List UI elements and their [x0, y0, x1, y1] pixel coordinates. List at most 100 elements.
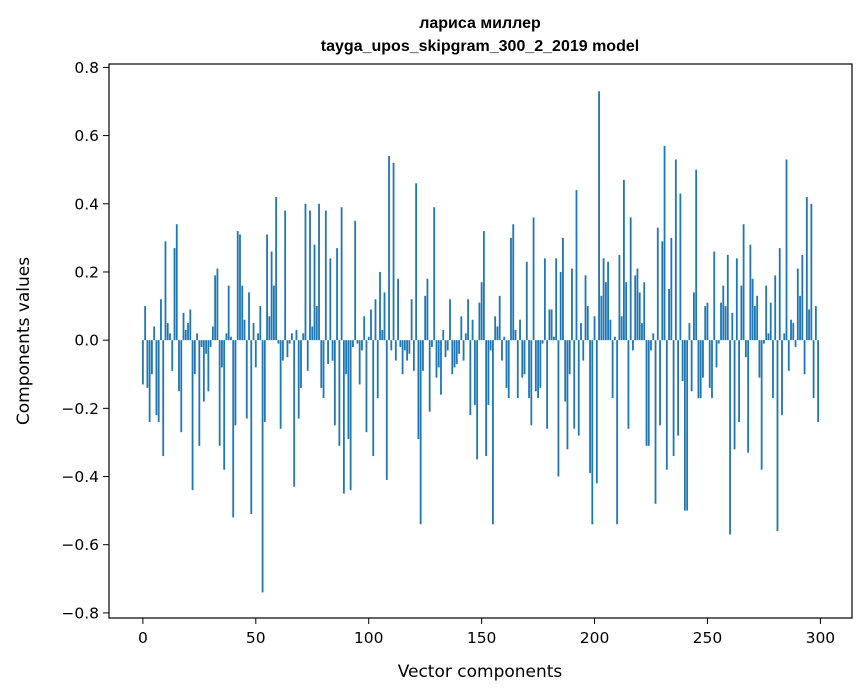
chart-subtitle: tayga_upos_skipgram_300_2_2019 model [321, 38, 639, 55]
bar-280 [774, 275, 777, 341]
bar-84 [331, 340, 334, 361]
bar-188 [566, 340, 569, 450]
bar-11 [166, 323, 169, 341]
x-tick-label: 100 [354, 629, 384, 647]
bar-69 [297, 340, 300, 419]
bar-201 [595, 340, 598, 484]
bar-74 [309, 210, 311, 341]
bar-38 [227, 285, 230, 341]
bar-236 [674, 159, 677, 341]
bar-76 [313, 244, 316, 341]
bar-162 [507, 340, 510, 399]
bar-281 [776, 340, 779, 532]
bar-227 [654, 340, 657, 504]
bar-259 [726, 254, 729, 341]
bar-62 [281, 340, 284, 361]
bar-68 [295, 329, 298, 341]
bar-137 [451, 340, 454, 375]
bar-87 [338, 340, 341, 446]
bar-296 [810, 203, 813, 341]
bar-163 [510, 237, 512, 341]
bar-218 [634, 275, 637, 341]
bar-134 [444, 340, 447, 358]
bar-79 [320, 340, 323, 388]
bar-250 [706, 302, 709, 341]
y-tick-label: −0.2 [61, 400, 99, 418]
bar-107 [383, 292, 386, 341]
bar-185 [559, 271, 562, 341]
bar-208 [611, 340, 614, 399]
bar-157 [496, 326, 499, 341]
bar-54 [263, 340, 266, 422]
bar-34 [218, 340, 221, 446]
bar-187 [564, 340, 567, 402]
bar-231 [663, 145, 666, 341]
bar-90 [345, 340, 348, 375]
bar-77 [315, 306, 318, 341]
plot-frame [108, 63, 853, 619]
bar-18 [182, 312, 185, 341]
bar-125 [424, 295, 427, 341]
bar-60 [277, 340, 280, 344]
bar-72 [304, 203, 307, 341]
bar-190 [571, 268, 573, 341]
x-axis-ticks: 0 50 100 150 200 250 300 [138, 618, 835, 647]
x-tick-label: 200 [580, 629, 610, 647]
bar-214 [625, 282, 628, 341]
bar-217 [632, 340, 634, 351]
bar-229 [659, 340, 661, 426]
bar-35 [221, 340, 223, 368]
y-tick-label: 0.2 [74, 263, 99, 281]
bar-232 [665, 340, 668, 470]
bar-82 [327, 340, 329, 365]
x-tick-label: 300 [806, 629, 836, 647]
bar-92 [349, 340, 352, 491]
bar-108 [385, 340, 388, 480]
bar-221 [641, 323, 643, 341]
bar-120 [412, 340, 415, 371]
bar-238 [679, 193, 682, 341]
bar-131 [437, 340, 440, 368]
bar-294 [805, 196, 808, 341]
bar-199 [591, 340, 594, 525]
bar-262 [733, 340, 736, 450]
bar-65 [288, 340, 291, 344]
bar-297 [812, 340, 815, 399]
bar-278 [769, 302, 772, 341]
bar-94 [354, 220, 357, 341]
bar-89 [342, 340, 345, 494]
bar-171 [528, 340, 530, 399]
bar-112 [394, 340, 397, 361]
bar-205 [604, 282, 607, 341]
x-tick-label: 0 [138, 629, 148, 647]
bar-12 [169, 333, 171, 341]
bar-209 [613, 336, 616, 341]
y-tick-label: −0.4 [61, 468, 99, 486]
bar-20 [187, 323, 189, 341]
y-tick-label: 0.6 [74, 127, 99, 145]
bar-26 [200, 340, 203, 347]
bar-223 [645, 340, 648, 446]
bar-142 [462, 340, 465, 361]
bar-287 [790, 319, 792, 341]
bar-166 [516, 340, 519, 399]
bar-37 [225, 333, 228, 341]
bar-169 [523, 340, 526, 375]
bar-174 [534, 340, 537, 392]
bar-204 [602, 258, 605, 341]
bar-43 [239, 234, 241, 341]
bar-213 [623, 179, 625, 341]
bar-253 [713, 251, 716, 341]
bar-258 [724, 306, 727, 341]
bar-22 [191, 340, 194, 491]
bar-249 [704, 306, 707, 341]
bar-156 [494, 316, 497, 341]
bar-243 [690, 340, 693, 392]
bar-129 [433, 207, 436, 341]
bar-127 [428, 340, 431, 412]
bar-130 [435, 340, 438, 378]
bar-126 [426, 278, 429, 341]
bar-215 [627, 340, 630, 429]
bar-49 [252, 323, 255, 341]
